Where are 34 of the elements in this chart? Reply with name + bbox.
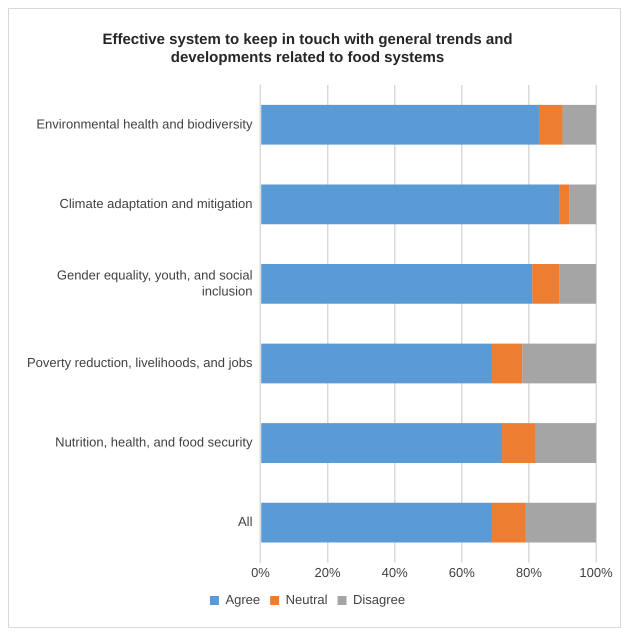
bar xyxy=(559,264,596,304)
x-tick-label: 60% xyxy=(448,564,476,580)
x-tick-label: 20% xyxy=(314,564,342,580)
bar xyxy=(538,104,562,145)
bar xyxy=(532,264,560,304)
bar xyxy=(502,423,536,463)
x-tick-label: 0% xyxy=(251,564,270,580)
y-tick-label: Nutrition, health, and food security xyxy=(55,434,253,450)
y-tick-label: Gender equality, youth, and social inclusion xyxy=(56,268,253,298)
bar xyxy=(492,502,526,543)
legend-label: Disagree xyxy=(353,592,406,608)
chart-title: Effective system to keep in touch with general trends and developments related to food systems xyxy=(102,31,513,66)
bar xyxy=(536,423,596,463)
bar xyxy=(261,184,560,224)
bar xyxy=(261,502,492,543)
bar xyxy=(261,423,502,463)
y-tick-label: All xyxy=(238,514,253,530)
legend-label: Agree xyxy=(225,592,260,608)
y-tick-label: Environmental health and biodiversity xyxy=(36,116,253,132)
y-tick-label: Poverty reduction, livelihoods, and jobs xyxy=(26,355,253,370)
bar xyxy=(559,184,570,224)
x-tick-label: 80% xyxy=(516,564,542,580)
x-tick-label: 100% xyxy=(579,564,614,580)
bar xyxy=(526,502,596,543)
x-tick-label: 40% xyxy=(382,564,408,580)
bar xyxy=(261,344,492,384)
bar xyxy=(261,104,539,145)
bar xyxy=(492,344,522,384)
bar xyxy=(522,344,596,384)
legend-label: Neutral xyxy=(286,592,328,608)
bar xyxy=(569,184,596,224)
bar xyxy=(261,264,532,304)
y-tick-label: Climate adaptation and mitigation xyxy=(60,196,252,211)
bar xyxy=(562,104,596,145)
